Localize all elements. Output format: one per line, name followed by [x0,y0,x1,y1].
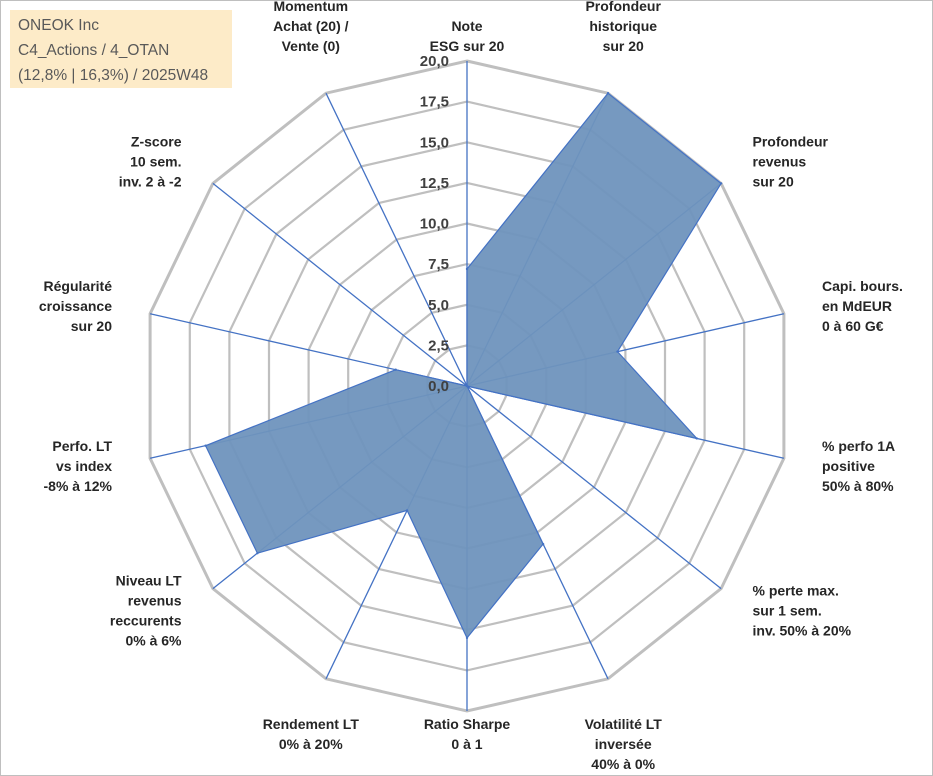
data-point-13 [465,384,469,388]
axis-label-line: sur 20 [71,318,112,334]
axis-label-line: Ratio Sharpe [424,716,511,732]
axis-label-line: sur 1 sem. [753,603,822,619]
tick-label-0: 0,0 [428,378,449,395]
tick-label-8: 20,0 [420,53,449,70]
axis-labels: Note ESG sur 20 Profondeur historique sur 20… [39,0,903,772]
axis-label-line: vs index [56,458,112,474]
tick-label-5: 12,5 [420,175,449,192]
axis-label-line: 40% à 0% [591,756,655,772]
data-point-9 [256,552,259,555]
axis-label-line: Achat (20) / [273,18,349,34]
axis-label-12: Z-score 10 sem. inv. 2 à -2 [119,134,182,190]
data-point-10 [204,444,207,447]
axis-spoke-13 [325,92,468,387]
axis-label-line: Régularité [44,278,113,294]
tick-label-2: 5,0 [428,297,449,314]
data-point-2 [719,182,723,185]
axis-label-line: Niveau LT [116,573,182,589]
data-point-1 [606,92,610,95]
title-box: ONEOK Inc C4_Actions / 4_OTAN (12,8% | 1… [10,10,232,88]
axis-label-line: reccurents [110,613,182,629]
axis-label-line: inv. 2 à -2 [119,174,182,190]
axis-label-2: Profondeur revenus sur 20 [753,134,829,190]
axis-label-line: inv. 50% à 20% [753,623,852,639]
data-point-6 [541,542,545,546]
axis-label-line: Perfo. LT [52,438,112,454]
axis-label-line: sur 20 [753,174,794,190]
axis-label-6: Volatilité LT inversée 40% à 0% [585,716,663,772]
portfolio-name: C4_Actions / 4_OTAN [18,42,170,59]
axis-spoke-12 [212,182,468,387]
axis-label-line: historique [589,18,657,34]
data-point-0 [465,267,469,271]
axis-label-line: Rendement LT [263,716,360,732]
data-point-8 [405,509,409,512]
performance-week: (12,8% | 16,3%) / 2025W48 [18,67,209,84]
axis-label-11: Régularité croissance sur 20 [39,278,112,334]
axis-label-line: -8% à 12% [44,478,113,494]
axis-label-line: inversée [595,736,652,752]
tick-label-7: 17,5 [420,94,449,111]
axis-label-3: Capi. bours. en MdEUR 0 à 60 G€ [822,278,903,334]
axis-label-line: % perte max. [753,583,839,599]
axis-label-line: sur 20 [603,38,644,54]
axis-label-line: Volatilité LT [585,716,663,732]
axis-label-line: revenus [128,593,182,609]
axis-label-13: Momentum Achat (20) / Vente (0) [273,0,349,54]
axis-label-1: Profondeur historique sur 20 [585,0,661,54]
axis-label-line: 0 à 1 [451,736,482,752]
data-point-11 [394,368,397,371]
data-point-7 [465,636,469,640]
series-area-0 [204,92,722,640]
axis-spoke-5 [466,385,722,590]
tick-label-1: 2,5 [428,337,449,354]
axis-label-line: % perfo 1A [822,438,895,454]
axis-label-line: 0% à 20% [279,736,343,752]
axis-label-line: en MdEUR [822,298,892,314]
axis-label-line: 0% à 6% [125,633,182,649]
axis-label-0: Note ESG sur 20 [430,18,505,54]
tick-labels: 0,0 2,5 5,0 7,5 10,0 12,5 15,0 17,5 20,0 [420,53,449,395]
axis-label-7: Ratio Sharpe 0 à 1 [424,716,511,752]
axis-label-line: Profondeur [753,134,829,150]
tick-label-6: 15,0 [420,134,449,151]
axis-label-line: ESG sur 20 [430,38,505,54]
axis-label-4: % perfo 1A positive 50% à 80% [822,438,895,494]
axis-label-line: revenus [753,154,807,170]
data-point-3 [616,350,619,353]
data-point-4 [695,437,698,440]
axis-label-line: Vente (0) [282,38,340,54]
axis-label-line: croissance [39,298,112,314]
axis-label-line: 10 sem. [130,154,181,170]
axis-label-8: Rendement LT 0% à 20% [263,716,360,752]
company-name: ONEOK Inc [18,17,99,34]
tick-label-4: 10,0 [420,216,449,233]
data-area [204,92,723,640]
axis-label-9: Niveau LT revenus reccurents 0% à 6% [110,573,182,649]
axis-label-5: % perte max. sur 1 sem. inv. 50% à 20% [753,583,852,639]
axis-label-10: Perfo. LT vs index -8% à 12% [44,438,113,494]
axis-label-line: Momentum [273,0,348,14]
tick-label-3: 7,5 [428,256,449,273]
axis-label-line: 50% à 80% [822,478,894,494]
axis-label-line: Note [451,18,482,34]
axis-label-line: positive [822,458,875,474]
axis-label-line: Capi. bours. [822,278,903,294]
axis-label-line: Profondeur [585,0,661,14]
axis-label-line: Z-score [131,134,182,150]
axis-label-line: 0 à 60 G€ [822,318,884,334]
